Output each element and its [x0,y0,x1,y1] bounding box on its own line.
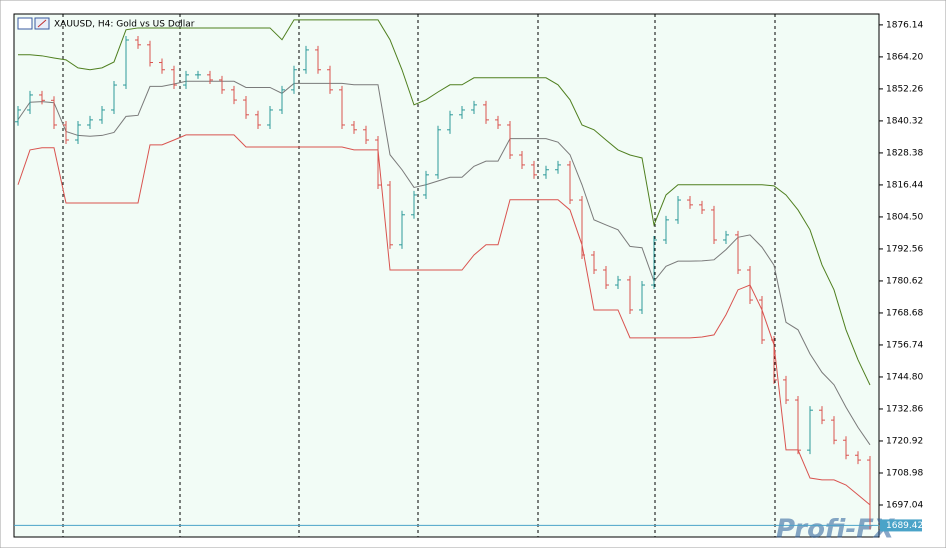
y-tick-label: 1876.14 [886,20,923,30]
plot-area [13,13,880,538]
indicator-line [17,134,871,506]
y-tick-label: 1852.26 [886,84,923,94]
y-tick-label: 1792.56 [886,244,923,254]
y-tick-label: 1744.80 [886,372,923,382]
chart-title: XAUUSD, H4: Gold vs US Dollar [54,20,195,30]
last-price-label: 1689.42 [886,521,923,531]
y-tick-label: 1780.62 [886,276,923,286]
y-tick-label: 1864.20 [886,52,923,62]
y-tick-label: 1768.68 [886,308,923,318]
y-tick-label: 1804.50 [886,212,923,222]
watermark: Profi-FX [776,515,896,545]
icon-line [37,19,47,28]
y-tick-label: 1732.86 [886,404,923,414]
indicator-line [18,19,871,386]
icon [17,17,33,30]
title-icons [17,17,50,30]
y-tick-label: 1840.32 [886,116,923,126]
y-tick-label: 1828.38 [886,148,923,158]
y-tick-label: 1816.44 [886,180,923,190]
y-tick-label: 1720.92 [886,436,923,446]
y-tick-label: 1756.74 [886,340,923,350]
y-tick-label: 1697.04 [886,500,923,510]
indicator-line [17,80,871,446]
y-tick-label: 1708.98 [886,468,923,478]
last-price-box [880,519,922,532]
